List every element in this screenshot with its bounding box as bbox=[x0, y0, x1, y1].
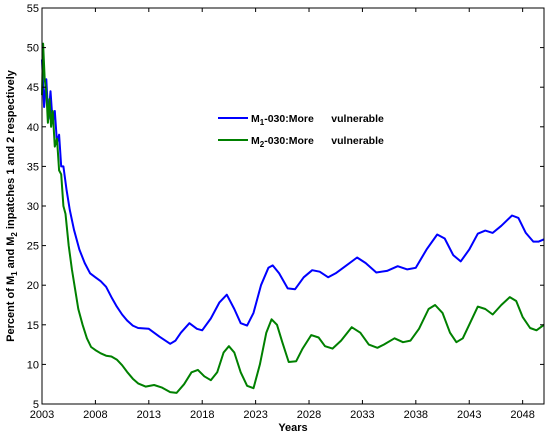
x-tick-label-2008: 2008 bbox=[83, 409, 107, 421]
x-tick-label-2018: 2018 bbox=[190, 409, 214, 421]
y-tick-label-25: 25 bbox=[27, 241, 39, 253]
x-tick-label-2003: 2003 bbox=[30, 409, 54, 421]
x-tick-label-2048: 2048 bbox=[510, 409, 534, 421]
x-axis: 2003 2008 2013 2018 2023 2028 2033 2038 2043 2048 bbox=[30, 8, 535, 421]
y-tick-label-45: 45 bbox=[27, 82, 39, 94]
x-tick-label-2013: 2013 bbox=[137, 409, 161, 421]
legend-label-series-2: M2-030:More vulnerable bbox=[251, 135, 384, 149]
y-axis-title-part-c: inpatches 1 and 2 respectively bbox=[5, 69, 17, 232]
legend-label-series-2-prefix: M bbox=[251, 135, 260, 147]
legend-label-series-2-text: -030:More vulnerable bbox=[264, 135, 384, 147]
y-tick-label-50: 50 bbox=[27, 43, 39, 55]
legend-label-series-1: M1-030:More vulnerable bbox=[251, 113, 384, 127]
legend-label-series-1-prefix: M bbox=[251, 113, 260, 125]
y-tick-label-55: 55 bbox=[27, 3, 39, 15]
y-tick-label-15: 15 bbox=[27, 320, 39, 332]
y-axis-title-sub-2: 2 bbox=[10, 232, 19, 237]
y-tick-label-5: 5 bbox=[33, 399, 39, 411]
series-line-1 bbox=[41, 59, 545, 345]
legend: M1-030:More vulnerable M2-030:More vulne… bbox=[218, 113, 384, 149]
legend-label-series-1-text: -030:More vulnerable bbox=[264, 113, 384, 125]
x-axis-title: Years bbox=[278, 422, 307, 434]
y-axis-title-sub-1: 1 bbox=[10, 271, 19, 276]
legend-label-series-2-sub: 2 bbox=[260, 140, 265, 149]
y-tick-label-40: 40 bbox=[27, 122, 39, 134]
y-tick-label-10: 10 bbox=[27, 359, 39, 371]
y-tick-label-30: 30 bbox=[27, 201, 39, 213]
series-line-2 bbox=[41, 42, 545, 394]
series-layer bbox=[41, 42, 545, 394]
x-tick-label-2023: 2023 bbox=[243, 409, 267, 421]
legend-label-series-1-sub: 1 bbox=[260, 118, 265, 127]
x-tick-label-2028: 2028 bbox=[297, 409, 321, 421]
x-tick-label-2038: 2038 bbox=[404, 409, 428, 421]
y-tick-label-20: 20 bbox=[27, 280, 39, 292]
y-axis-title: Percent of M1 and M2 inpatches 1 and 2 r… bbox=[5, 69, 19, 342]
x-tick-label-2033: 2033 bbox=[350, 409, 374, 421]
y-axis-title-part-a: Percent of M bbox=[5, 276, 17, 342]
y-axis-title-part-b: and M bbox=[5, 237, 17, 272]
x-tick-label-2043: 2043 bbox=[457, 409, 481, 421]
y-tick-label-35: 35 bbox=[27, 161, 39, 173]
y-axis: 5 10 15 20 25 30 35 40 45 50 55 bbox=[27, 3, 544, 411]
